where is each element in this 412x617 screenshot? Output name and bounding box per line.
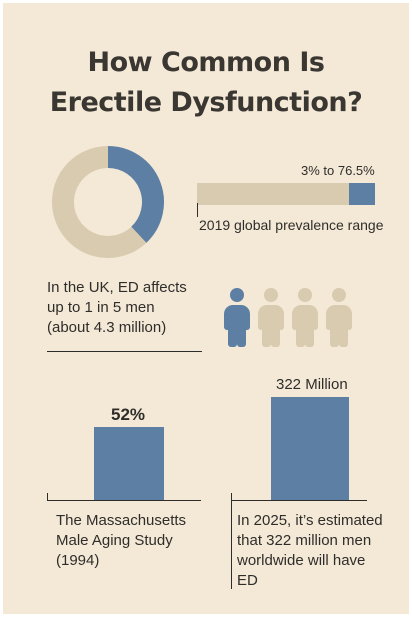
uk-line-3: (about 4.3 million)	[47, 319, 167, 336]
donut-slice-1	[107, 146, 164, 243]
projection-bar	[271, 397, 349, 500]
projection-line-1: In 2025, it’s estimated	[237, 512, 383, 529]
infographic-page: How Common Is Erectile Dysfunction? 3% t…	[3, 3, 409, 614]
mass-study-value-label: 52%	[111, 405, 146, 424]
uk-statistic-text: In the UK, ED affects up to 1 in 5 men (…	[47, 278, 187, 338]
uk-line-2: up to 1 in 5 men	[47, 299, 155, 316]
title-line-1: How Common Is	[87, 47, 325, 78]
range-bar-tick	[197, 203, 198, 217]
mass-line-2: Male Aging Study	[56, 532, 173, 549]
person-icon	[257, 288, 285, 348]
projection-value-label: 322 Million	[276, 376, 348, 393]
mass-line-1: The Massachusetts	[56, 512, 187, 529]
divider-vertical	[231, 493, 232, 589]
page-title: How Common Is Erectile Dysfunction?	[3, 43, 409, 123]
range-bar-track	[197, 183, 349, 205]
projection-line-2: that 322 million men	[237, 532, 372, 549]
mass-study-caption: The Massachusetts Male Aging Study (1994…	[56, 511, 186, 571]
baseline-left-tick	[47, 493, 48, 501]
uk-divider	[47, 351, 202, 352]
person-icon	[291, 288, 319, 348]
person-icon-highlighted	[223, 288, 251, 348]
projection-line-3: worldwide will have	[237, 552, 366, 569]
bottom-bar-charts	[94, 397, 349, 500]
prevalence-donut-chart	[52, 146, 164, 258]
range-bar-highlight	[349, 183, 375, 205]
mass-study-bar	[94, 427, 164, 500]
projection-line-4: ED	[237, 572, 258, 589]
mass-line-3: (1994)	[56, 552, 100, 569]
projection-caption: In 2025, it’s estimated that 322 million…	[237, 511, 383, 591]
prevalence-range-label: 3% to 76.5%	[301, 163, 375, 178]
prevalence-range-bar	[197, 183, 375, 205]
uk-line-1: In the UK, ED affects	[47, 279, 187, 296]
prevalence-caption: 2019 global prevalence range	[199, 217, 384, 233]
donut-slice-2	[52, 146, 147, 258]
baseline-left	[47, 500, 201, 501]
baseline-right	[231, 500, 367, 501]
title-line-2: Erectile Dysfunction?	[49, 87, 363, 118]
person-icon	[325, 288, 353, 348]
